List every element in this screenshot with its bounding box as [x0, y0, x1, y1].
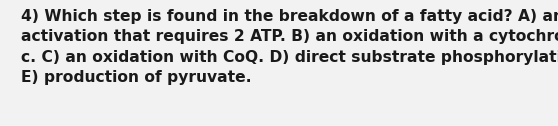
- Text: 4) Which step is found in the breakdown of a fatty acid? A) an
activation that r: 4) Which step is found in the breakdown …: [21, 9, 558, 85]
